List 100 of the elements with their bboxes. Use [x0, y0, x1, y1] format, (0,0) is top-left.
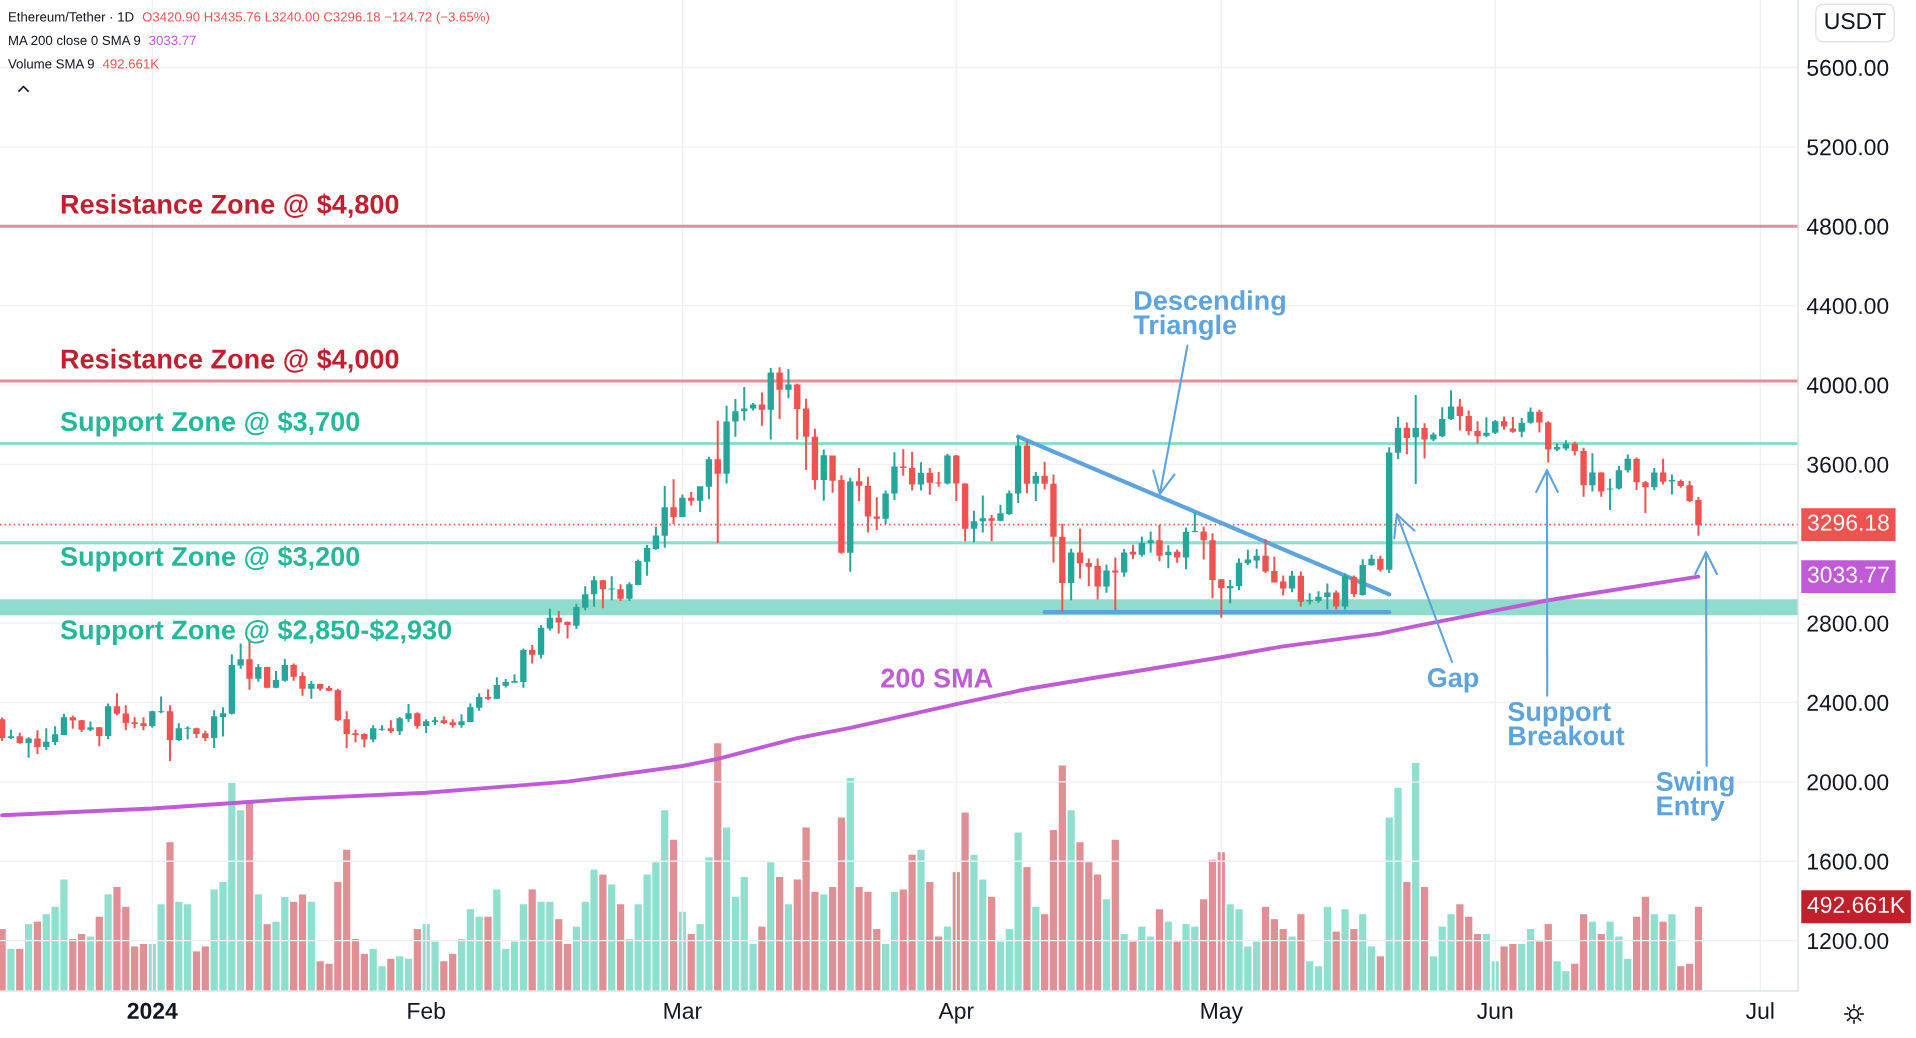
bar — [1597, 934, 1605, 991]
bar — [1376, 956, 1384, 991]
bar — [784, 904, 793, 991]
bar — [192, 951, 201, 991]
bar — [86, 936, 95, 991]
candlestick — [1509, 416, 1517, 433]
bar — [263, 924, 271, 991]
candlestick — [1412, 394, 1419, 484]
bar — [1111, 839, 1119, 991]
y-axis-title: USDT — [1825, 12, 1886, 30]
candlestick — [131, 717, 138, 729]
bar — [528, 889, 536, 991]
bar — [608, 884, 616, 991]
bar — [572, 926, 581, 991]
x-tick-label: Feb — [408, 1002, 445, 1019]
bar — [307, 901, 315, 991]
bar — [1049, 829, 1058, 991]
candlestick — [1642, 481, 1649, 513]
bar — [758, 926, 766, 991]
bar — [33, 921, 42, 991]
bar — [519, 904, 527, 991]
bar — [996, 941, 1005, 991]
bar — [1014, 832, 1022, 991]
y-tick-label: 5200.00 — [1807, 139, 1889, 156]
bar — [846, 777, 854, 991]
candlestick — [1474, 421, 1481, 444]
bar — [1526, 929, 1535, 991]
bar — [1102, 899, 1111, 991]
bar — [1641, 896, 1650, 991]
bar — [69, 938, 77, 991]
bar — [1429, 956, 1437, 991]
x-tick-label: Mar — [664, 1002, 702, 1019]
bar — [599, 874, 607, 991]
bar — [413, 929, 421, 991]
candlestick — [378, 725, 386, 731]
annotation: O3420.90 H3435.76 L3240.00 C3296.18 −124.72 (−3.65%) — [142, 11, 490, 25]
bar — [767, 862, 775, 991]
bar — [387, 958, 395, 991]
ref-line-label: Resistance Zone @ $4,000 — [61, 348, 399, 373]
bar — [1482, 934, 1491, 991]
candlestick — [1430, 432, 1437, 442]
bar — [1261, 906, 1270, 991]
bar — [1270, 919, 1278, 991]
bar — [201, 946, 209, 991]
bar — [1350, 929, 1358, 991]
y-tick-label: 3600.00 — [1807, 456, 1889, 473]
bar — [449, 953, 457, 991]
y-tick-label: 2000.00 — [1807, 774, 1889, 791]
bar — [1341, 909, 1349, 991]
bar — [1279, 929, 1287, 991]
candlestick — [732, 399, 739, 437]
bar — [502, 948, 510, 991]
candlestick — [608, 576, 615, 601]
x-tick-label: Apr — [938, 1002, 974, 1024]
x-tick-label: 2024 — [127, 1002, 178, 1019]
candlestick — [1147, 531, 1154, 553]
bar — [917, 849, 925, 991]
candlestick — [979, 495, 986, 533]
bar — [298, 894, 307, 991]
candlestick — [219, 707, 227, 737]
text: 492.661K — [1807, 896, 1905, 913]
bar — [95, 916, 103, 991]
bar — [157, 904, 165, 991]
candlestick — [1191, 512, 1199, 533]
bar — [828, 886, 837, 991]
bar — [1367, 946, 1376, 991]
y-tick-label: 2800.00 — [1807, 615, 1889, 632]
candlestick — [1421, 423, 1428, 459]
bar — [1323, 906, 1331, 991]
bar — [175, 901, 183, 991]
bar — [510, 941, 519, 991]
bar — [714, 743, 722, 991]
bar — [1041, 914, 1049, 991]
candlestick — [785, 368, 792, 399]
bar — [1138, 926, 1146, 991]
bar — [1632, 916, 1641, 991]
bar — [78, 934, 86, 991]
bar — [1005, 929, 1013, 991]
bar — [1659, 921, 1667, 991]
bar — [466, 909, 474, 991]
bar — [1155, 909, 1164, 991]
bar — [1588, 921, 1597, 991]
band-label: Support Zone @ $2,850-$2,930 — [60, 619, 452, 645]
bar — [484, 916, 492, 991]
candlestick — [157, 696, 165, 714]
x-tick-label: Jul — [1745, 1002, 1774, 1019]
bar — [775, 877, 784, 991]
candlestick — [25, 737, 32, 758]
candlestick — [1227, 580, 1234, 604]
bar — [1677, 966, 1685, 991]
bar — [16, 948, 24, 991]
annotation: Volume SMA 9 — [8, 58, 94, 69]
bar — [343, 849, 351, 991]
bar — [616, 904, 625, 991]
bar — [1668, 914, 1676, 991]
bar — [890, 891, 899, 991]
candlestick — [34, 730, 41, 755]
bar — [1147, 936, 1155, 991]
candlestick — [1112, 557, 1119, 610]
y-tick-label: 1200.00 — [1808, 932, 1889, 950]
